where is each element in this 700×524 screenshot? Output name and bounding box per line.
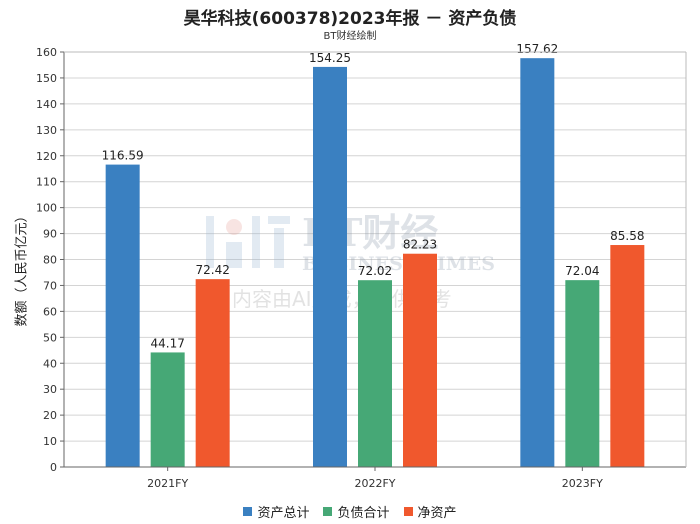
data-label: 116.59 xyxy=(102,149,144,163)
legend-swatch xyxy=(323,507,333,516)
chart-subtitle: BT财经绘制 xyxy=(323,31,377,42)
axes: 0 10 20 30 40 50 60 70 80 90 100 110 120 130 140 150 160… xyxy=(36,46,687,490)
bar xyxy=(403,253,437,467)
chart-title: 昊华科技(600378)2023年报 － 资产负债 xyxy=(183,9,517,29)
bar xyxy=(520,58,555,467)
y-tick-label: 0 xyxy=(50,461,57,474)
bar xyxy=(150,352,185,467)
y-tick-label: 160 xyxy=(36,46,57,59)
legend-item-assets: 资产总计 xyxy=(243,502,309,521)
data-label: 44.17 xyxy=(150,336,184,350)
y-tick-label: 50 xyxy=(43,331,57,344)
legend: 资产总计 负债合计 净资产 xyxy=(0,502,700,521)
y-tick-label: 10 xyxy=(43,435,57,448)
y-tick-label: 110 xyxy=(36,176,57,189)
legend-swatch xyxy=(403,507,413,516)
data-label: 85.58 xyxy=(610,229,644,243)
x-tick-label: 2023FY xyxy=(562,477,603,490)
y-tick-label: 100 xyxy=(36,202,57,215)
legend-item-liabilities: 负债合计 xyxy=(323,502,390,521)
y-tick-label: 60 xyxy=(43,305,57,318)
data-label: 157.62 xyxy=(516,42,558,56)
data-label: 72.42 xyxy=(195,263,229,277)
y-tick-label: 30 xyxy=(43,383,57,396)
y-tick-label: 80 xyxy=(43,254,57,267)
watermark-logo-bar xyxy=(206,216,214,268)
bar xyxy=(195,279,230,467)
watermark-brand-en: BUSINESS TIMES xyxy=(302,253,495,275)
data-label: 154.25 xyxy=(309,51,351,65)
data-label: 82.23 xyxy=(403,238,437,252)
bar xyxy=(565,280,600,467)
watermark-logo-dot xyxy=(226,219,242,235)
data-labels: 116.59 44.17 72.42 154.25 72.02 82.23 157.62 72… xyxy=(102,42,645,350)
legend-label: 负债合计 xyxy=(337,506,390,521)
data-label: 72.02 xyxy=(358,264,392,278)
y-tick-label: 40 xyxy=(43,357,57,370)
watermark-logo-stem xyxy=(274,228,284,268)
y-tick-label: 140 xyxy=(36,98,57,111)
bar xyxy=(358,280,392,467)
bar xyxy=(105,164,140,468)
legend-item-equity: 净资产 xyxy=(403,502,457,521)
data-label: 72.04 xyxy=(565,264,599,278)
legend-swatch xyxy=(243,507,253,516)
watermark-logo-top xyxy=(268,216,290,224)
x-tick-label: 2021FY xyxy=(147,477,188,490)
watermark: BT财经 BUSINESS TIMES 内容由AI生成，仅供参考 xyxy=(206,210,495,311)
y-tick-label: 130 xyxy=(36,124,57,137)
watermark-logo-block xyxy=(226,242,242,268)
y-tick-label: 70 xyxy=(43,279,57,292)
y-tick-label: 20 xyxy=(43,409,57,422)
y-tick-label: 90 xyxy=(43,228,57,241)
legend-label: 资产总计 xyxy=(257,506,310,521)
watermark-logo-bar xyxy=(252,216,260,268)
bar xyxy=(610,245,645,467)
x-tick-label: 2022FY xyxy=(354,477,395,490)
legend-label: 净资产 xyxy=(417,506,457,521)
y-tick-label: 150 xyxy=(36,72,57,85)
y-tick-label: 120 xyxy=(36,150,57,163)
bar xyxy=(313,66,347,467)
bars xyxy=(105,58,645,468)
